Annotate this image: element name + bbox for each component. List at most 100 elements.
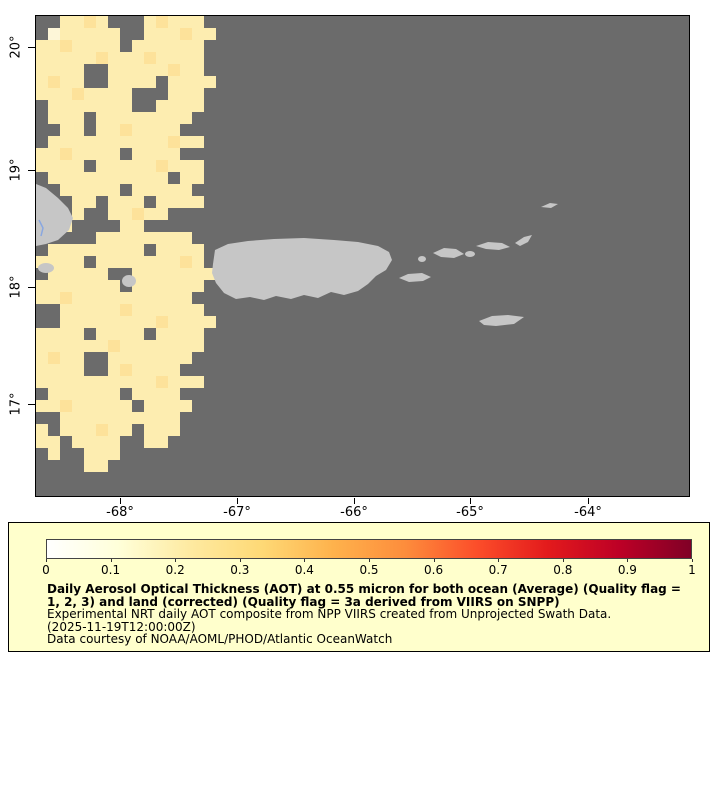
x-tick: [120, 498, 121, 504]
aot-cell: [48, 436, 60, 448]
land-st-thomas: [433, 248, 464, 258]
aot-cell: [72, 436, 84, 448]
aot-cell: [108, 124, 120, 136]
land-vieques: [399, 273, 431, 282]
aot-cell: [180, 352, 192, 364]
aot-cell: [108, 112, 120, 124]
aot-cell: [48, 388, 60, 400]
aot-cell: [72, 184, 84, 196]
aot-cell: [168, 40, 180, 52]
aot-cell: [60, 112, 72, 124]
aot-cell: [96, 376, 108, 388]
aot-cell: [120, 352, 132, 364]
aot-cell: [72, 172, 84, 184]
aot-cell: [120, 124, 132, 136]
x-tick-label: -66°: [340, 505, 368, 520]
aot-cell: [180, 280, 192, 292]
aot-cell: [132, 232, 144, 244]
aot-cell: [96, 172, 108, 184]
aot-cell: [168, 244, 180, 256]
aot-cell: [120, 256, 132, 268]
aot-cell: [144, 424, 156, 436]
aot-cell: [180, 256, 192, 268]
aot-cell: [156, 364, 168, 376]
aot-cell: [180, 52, 192, 64]
aot-cell: [132, 364, 144, 376]
aot-cell: [84, 184, 96, 196]
aot-cell: [48, 328, 60, 340]
map-canvas: [35, 15, 690, 497]
aot-cell: [108, 208, 120, 220]
x-tick: [237, 498, 238, 504]
aot-cell: [132, 172, 144, 184]
aot-cell: [60, 244, 72, 256]
aot-cell: [120, 64, 132, 76]
aot-cell: [192, 328, 204, 340]
aot-cell: [108, 316, 120, 328]
aot-cell: [72, 52, 84, 64]
aot-cell: [120, 412, 132, 424]
aot-cell: [72, 280, 84, 292]
aot-cell: [96, 448, 108, 460]
aot-cell: [60, 304, 72, 316]
aot-cell: [156, 244, 168, 256]
colorbar-tick: [562, 559, 564, 562]
aot-cell: [96, 28, 108, 40]
coast-border-line: [38, 219, 44, 237]
aot-cell: [108, 424, 120, 436]
y-tick: [28, 47, 35, 48]
aot-cell: [96, 304, 108, 316]
aot-cell: [180, 340, 192, 352]
aot-cell: [168, 100, 180, 112]
aot-cell: [60, 424, 72, 436]
aot-cell: [60, 172, 72, 184]
aot-cell: [168, 388, 180, 400]
aot-cell: [48, 448, 60, 460]
x-tick: [588, 498, 589, 504]
aot-cell: [120, 160, 132, 172]
aot-cell: [48, 244, 60, 256]
aot-cell: [108, 388, 120, 400]
aot-cell: [168, 76, 180, 88]
aot-cell: [192, 160, 204, 172]
aot-cell: [36, 328, 48, 340]
aot-cell: [168, 400, 180, 412]
aot-cell: [180, 88, 192, 100]
aot-cell: [96, 112, 108, 124]
colorbar-tick: [498, 559, 500, 562]
aot-cell: [96, 388, 108, 400]
aot-cell: [108, 184, 120, 196]
aot-cell: [180, 136, 192, 148]
aot-cell: [156, 436, 168, 448]
aot-cell: [156, 256, 168, 268]
aot-cell: [48, 160, 60, 172]
aot-cell: [60, 364, 72, 376]
legend-panel: 0 0.1 0.2 0.3 0.4 0.5 0.6 0.7 0.8 0.9 1 Daily Aero…: [8, 522, 710, 652]
x-tick-label: -67°: [223, 505, 251, 520]
aot-cell: [84, 100, 96, 112]
aot-cell: [180, 76, 192, 88]
aot-cell: [60, 412, 72, 424]
aot-cell: [132, 316, 144, 328]
aot-cell: [156, 292, 168, 304]
aot-cell: [72, 112, 84, 124]
aot-cell: [156, 388, 168, 400]
aot-cell: [120, 88, 132, 100]
aot-cell: [132, 304, 144, 316]
aot-cell: [168, 280, 180, 292]
aot-cell: [132, 376, 144, 388]
aot-cell: [132, 352, 144, 364]
aot-cell: [132, 244, 144, 256]
aot-cell: [156, 304, 168, 316]
aot-cell: [108, 76, 120, 88]
aot-cell: [48, 64, 60, 76]
aot-cell: [60, 400, 72, 412]
aot-cell: [192, 40, 204, 52]
aot-cell: [120, 316, 132, 328]
aot-cell: [144, 76, 156, 88]
aot-cell: [168, 364, 180, 376]
aot-cell: [168, 268, 180, 280]
aot-cell: [60, 100, 72, 112]
aot-cell: [84, 316, 96, 328]
aot-cell: [36, 160, 48, 172]
